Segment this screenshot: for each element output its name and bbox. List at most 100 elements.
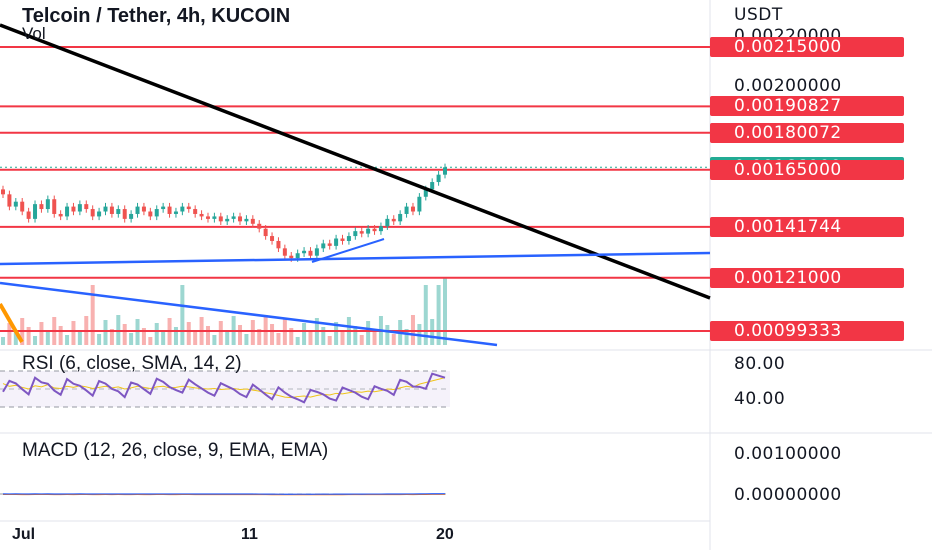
candle-body [346,236,351,241]
trendline-blue-short[interactable] [311,238,385,263]
candle-body [250,218,255,224]
candle-body [385,218,390,227]
candle-body [225,218,230,222]
candle-body [26,211,31,219]
candle-body [71,206,76,212]
price-level-label: 0.00165000 [710,159,904,180]
volume-bar [13,332,18,345]
candle-body [109,206,114,214]
candle-body [244,218,249,222]
candle-body [231,216,236,219]
volume-bar [372,330,377,345]
candle-body [212,216,217,219]
volume-bar [250,320,255,345]
macd-axis-label: 0.00000000 [734,485,842,505]
rsi-line [2,372,446,404]
volume-bar [404,329,409,345]
volume-bar [97,334,102,345]
candle-body [161,206,166,210]
macd-series [2,493,446,496]
candle-body [289,255,294,259]
volume-bar [193,331,198,345]
candle-body [295,253,300,259]
volume-bar [436,285,441,345]
candle-body [39,204,44,210]
price-level-label: 0.00190827 [710,96,904,117]
macd-label: MACD (12, 26, close, 9, EMA, EMA) [22,440,329,461]
candle-body [423,189,428,197]
trendline-blue-lower[interactable] [0,281,498,347]
volume-bar [391,334,396,345]
candle-body [45,199,50,210]
candle-body [167,206,172,214]
volume-bar [359,335,364,345]
candle-body [378,226,383,232]
trendline-descending-black[interactable] [0,23,711,300]
volume-bar [77,330,82,345]
candle-body [430,182,435,190]
volume-bar [33,336,38,345]
volume-bar [90,285,95,345]
rsi-axis-label: 40.00 [734,389,786,409]
price-level-label: 0.00141744 [710,216,904,237]
candle-body [58,213,63,217]
candle-body [340,238,345,241]
volume-bar [385,325,390,345]
candle-body [122,209,127,219]
horizontal-levels [0,46,710,332]
candle-body [97,211,102,217]
volume-bar [65,335,70,345]
rsi-label: RSI (6, close, SMA, 14, 2) [22,353,242,374]
chart-title: Telcoin / Tether, 4h, KUCOIN [22,5,291,27]
candle-body [1,189,5,195]
candle-body [404,206,409,214]
volume-bar [148,337,153,345]
volume-bar [161,332,166,345]
volume-bar [103,320,108,345]
candle-body [33,204,38,219]
candle-body [84,204,89,210]
candle-body [77,204,82,212]
candle-body [257,223,262,229]
volume-bar [244,334,249,345]
candle-body [334,238,339,246]
candle-body [129,213,134,219]
volume-bar [321,327,326,345]
trendline-blue-support[interactable] [0,251,711,266]
volume-bar [276,333,281,345]
candle-body [366,228,371,234]
trendline-orange[interactable] [0,302,24,344]
volume-bar [353,326,358,345]
price-level-label: 0.00215000 [710,37,904,57]
candle-body [270,236,275,241]
rsi-series [2,372,446,404]
candle-body [398,213,403,222]
volume-bar [289,328,294,345]
volume-bar [238,325,243,345]
price-level-label: 0.00099333 [710,321,904,341]
candle-body [372,228,377,232]
time-axis-label: 20 [436,526,454,543]
candle-body [282,248,287,256]
candle-body [13,201,18,207]
candle-body [116,209,121,214]
candle-body [141,206,146,212]
volume-bar [180,285,185,345]
candle-body [410,206,415,212]
candle-body [238,216,243,222]
volume-bar [58,326,63,345]
volume-bar [45,331,50,345]
candle-body [90,209,95,217]
macd-line [2,493,446,495]
volume-bar [334,322,339,345]
candle-body [218,216,223,222]
volume-bar [423,285,428,345]
volume-bar [205,326,210,345]
volume-bar [295,337,300,345]
candle-body [263,228,268,237]
volume-bar [122,324,127,345]
volume-bar [71,321,76,345]
candle-body [199,213,204,217]
volume-bar [7,323,12,345]
